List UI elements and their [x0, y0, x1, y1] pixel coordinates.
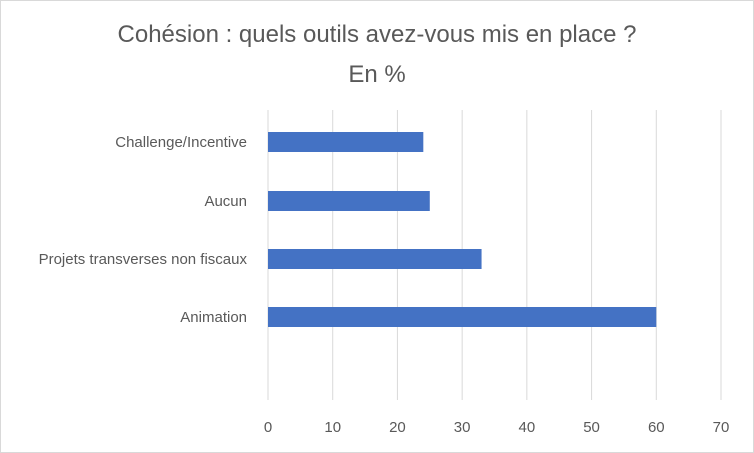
bar-projets-transverses-non-fiscaux	[268, 249, 482, 269]
x-tick-label: 70	[713, 419, 730, 436]
category-label: Aucun	[204, 193, 247, 210]
x-tick-label: 50	[583, 419, 600, 436]
bar-aucun	[268, 191, 430, 211]
category-label: Challenge/Incentive	[115, 134, 247, 151]
category-labels: Challenge/Incentive Aucun Projets transver…	[39, 134, 248, 326]
x-tick-label: 0	[264, 419, 272, 436]
x-tick-label: 30	[454, 419, 471, 436]
bar-challenge-incentive	[268, 132, 424, 152]
category-label: Projets transverses non fiscaux	[39, 251, 248, 268]
x-tick-label: 60	[648, 419, 665, 436]
chart-subtitle: En %	[348, 61, 406, 88]
x-axis-tick-labels: 0 10 20 30 40 50 60 70	[264, 419, 730, 436]
bars	[268, 132, 657, 327]
x-tick-label: 20	[389, 419, 406, 436]
bar-animation	[268, 307, 657, 327]
chart-title: Cohésion : quels outils avez-vous mis en…	[117, 21, 637, 48]
x-tick-label: 10	[324, 419, 341, 436]
x-tick-label: 40	[519, 419, 536, 436]
category-label: Animation	[180, 309, 247, 326]
